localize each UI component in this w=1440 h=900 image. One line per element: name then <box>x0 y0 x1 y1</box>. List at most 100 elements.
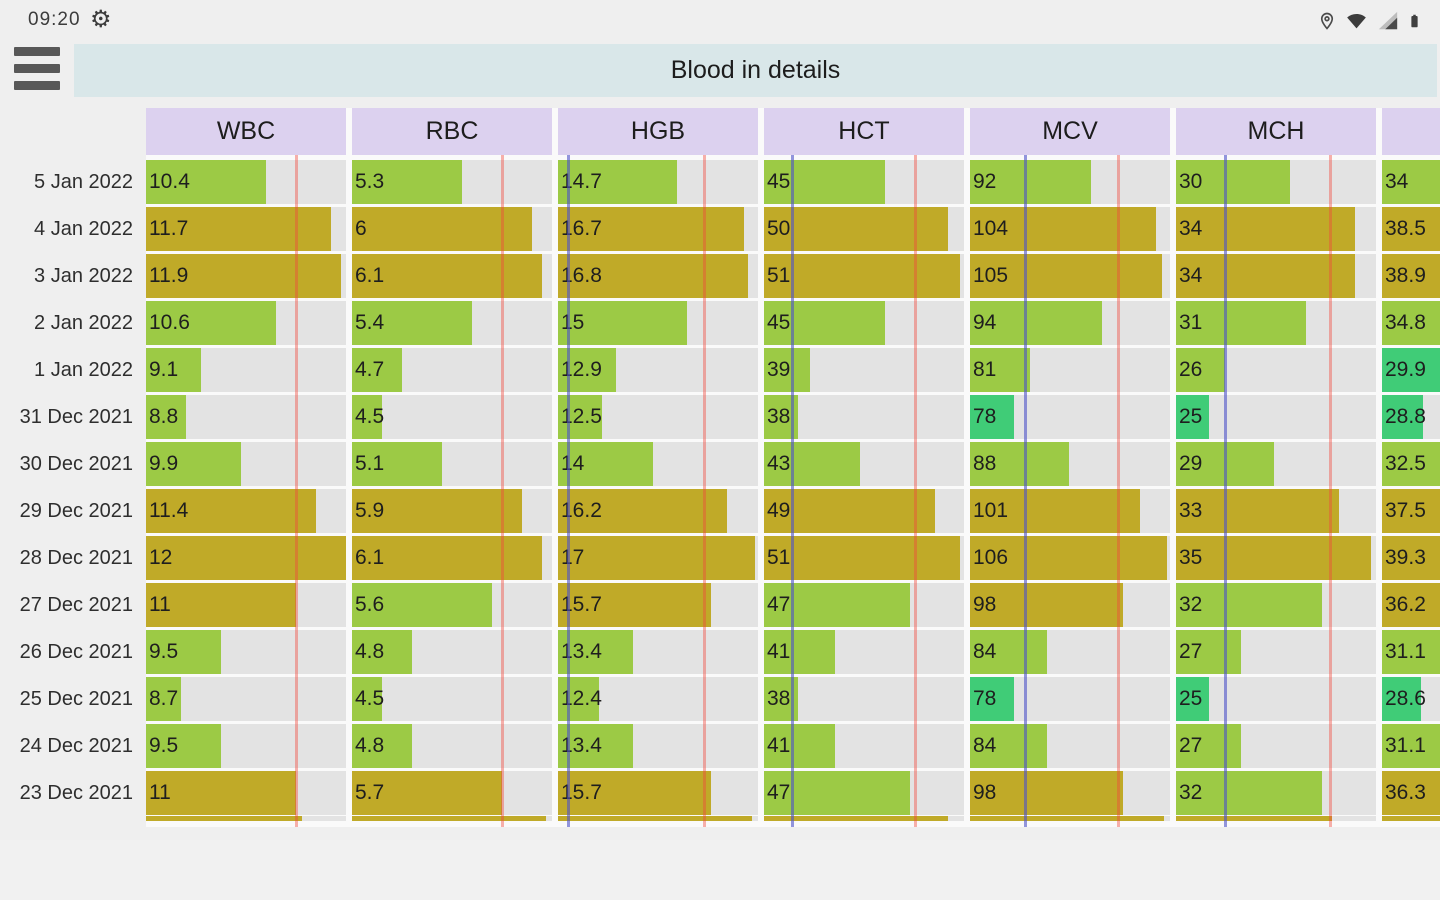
table-row[interactable]: 24 Dec 2021 9.5 4.8 13.4 41 84 27 31.1 <box>0 724 1440 768</box>
table-row[interactable]: 30 Dec 2021 9.9 5.1 14 43 88 29 32.5 <box>0 442 1440 486</box>
cell-mcv: 84 <box>970 630 1170 674</box>
value-bar <box>352 724 412 768</box>
hamburger-icon <box>14 47 60 56</box>
table-row[interactable]: 2 Jan 2022 10.6 5.4 15 45 94 31 34.8 <box>0 301 1440 345</box>
cell-hct: 47 <box>764 583 964 627</box>
navigation-bar <box>0 840 1440 900</box>
value-bar <box>558 489 728 533</box>
column-header-mch: MCH <box>1176 108 1376 155</box>
value-label: 27 <box>1179 734 1203 757</box>
table-row[interactable]: 4 Jan 2022 11.7 6 16.7 50 104 34 38.5 <box>0 207 1440 251</box>
cell-mch: 31 <box>1176 301 1376 345</box>
table-row[interactable]: 27 Dec 2021 11 5.6 15.7 47 98 32 36.2 <box>0 583 1440 627</box>
wifi-icon <box>1347 14 1366 29</box>
cell-hgb: 14.7 <box>558 160 758 204</box>
row-date: 3 Jan 2022 <box>34 265 133 287</box>
cell-mch: 25 <box>1176 677 1376 721</box>
cell-mch: 29 <box>1176 442 1376 486</box>
cell-col7: 39.3 <box>1382 536 1440 580</box>
value-label: 12.5 <box>561 405 602 428</box>
value-bar <box>146 816 302 821</box>
value-bar <box>146 677 181 721</box>
value-label: 16.8 <box>561 264 602 287</box>
cell-hct: 38 <box>764 395 964 439</box>
value-label: 12.9 <box>561 358 602 381</box>
value-bar <box>352 816 546 821</box>
table-row[interactable]: 29 Dec 2021 11.4 5.9 16.2 49 101 33 37.5 <box>0 489 1440 533</box>
value-label: 38 <box>767 687 791 710</box>
cell-hgb: 15.7 <box>558 771 758 815</box>
cell-mch: 34 <box>1176 207 1376 251</box>
table-row[interactable]: 26 Dec 2021 9.5 4.8 13.4 41 84 27 31.1 <box>0 630 1440 674</box>
cell-wbc: 11.7 <box>146 207 346 251</box>
table-row[interactable]: 1 Jan 2022 9.1 4.7 12.9 39 81 26 29.9 <box>0 348 1440 392</box>
signal-icon <box>1378 11 1398 30</box>
value-bar <box>352 489 522 533</box>
table-row[interactable]: 3 Jan 2022 11.9 6.1 16.8 51 105 34 38.9 <box>0 254 1440 298</box>
table-row[interactable]: 28 Dec 2021 12 6.1 17 51 106 35 39.3 <box>0 536 1440 580</box>
value-bar <box>764 254 961 298</box>
column-header-rbc: RBC <box>352 108 552 155</box>
value-label: 105 <box>973 264 1009 287</box>
partial-row-cell <box>970 816 1170 821</box>
value-label: 45 <box>767 311 791 334</box>
value-label: 98 <box>973 781 997 804</box>
cell-wbc: 10.4 <box>146 160 346 204</box>
value-label: 5.9 <box>355 499 385 522</box>
value-label: 14 <box>561 452 585 475</box>
table-row[interactable]: 25 Dec 2021 8.7 4.5 12.4 38 78 25 28.6 <box>0 677 1440 721</box>
cell-hgb: 12.4 <box>558 677 758 721</box>
settings-icon[interactable]: ⚙ <box>90 6 112 33</box>
cell-hgb: 13.4 <box>558 630 758 674</box>
value-bar <box>146 207 331 251</box>
value-bar <box>1176 348 1225 392</box>
value-bar <box>352 207 532 251</box>
partial-row-cell <box>1176 816 1376 821</box>
table-row[interactable]: 5 Jan 2022 10.4 5.3 14.7 45 92 30 34 <box>0 160 1440 204</box>
value-label: 9.5 <box>149 734 179 757</box>
value-label: 78 <box>973 687 997 710</box>
value-bar <box>1382 583 1440 627</box>
value-label: 39.3 <box>1385 546 1426 569</box>
value-bar <box>1176 395 1209 439</box>
value-bar <box>352 254 542 298</box>
value-bar <box>558 301 687 345</box>
table-row[interactable]: 31 Dec 2021 8.8 4.5 12.5 38 78 25 28.8 <box>0 395 1440 439</box>
cell-mcv: 81 <box>970 348 1170 392</box>
value-label: 31.1 <box>1385 734 1426 757</box>
value-bar <box>1382 536 1440 580</box>
value-label: 37.5 <box>1385 499 1426 522</box>
page-title: Blood in details <box>74 44 1437 97</box>
menu-button[interactable] <box>14 47 60 90</box>
value-bar <box>970 301 1102 345</box>
value-label: 41 <box>767 734 791 757</box>
row-date: 29 Dec 2021 <box>19 500 133 522</box>
cell-mcv: 92 <box>970 160 1170 204</box>
value-label: 47 <box>767 593 791 616</box>
value-label: 33 <box>1179 499 1203 522</box>
value-label: 13.4 <box>561 734 602 757</box>
cell-wbc: 9.9 <box>146 442 346 486</box>
value-label: 11.4 <box>149 499 189 522</box>
value-bar <box>1382 630 1440 674</box>
cell-rbc: 5.7 <box>352 771 552 815</box>
value-label: 4.8 <box>355 734 385 757</box>
value-label: 28.8 <box>1385 405 1426 428</box>
value-label: 51 <box>767 264 791 287</box>
status-icons <box>1318 8 1422 34</box>
value-label: 36.2 <box>1385 593 1426 616</box>
table-row[interactable]: 23 Dec 2021 11 5.7 15.7 47 98 32 36.3 <box>0 771 1440 815</box>
value-bar <box>146 160 266 204</box>
cell-mch: 27 <box>1176 630 1376 674</box>
value-bar <box>764 724 836 768</box>
row-date: 30 Dec 2021 <box>19 453 133 475</box>
value-label: 98 <box>973 593 997 616</box>
value-bar <box>1176 489 1339 533</box>
value-bar <box>1382 207 1440 251</box>
value-label: 88 <box>973 452 997 475</box>
cell-mcv: 84 <box>970 724 1170 768</box>
value-label: 104 <box>973 217 1009 240</box>
value-label: 4.7 <box>355 358 385 381</box>
value-bar <box>352 442 442 486</box>
value-label: 84 <box>973 640 997 663</box>
